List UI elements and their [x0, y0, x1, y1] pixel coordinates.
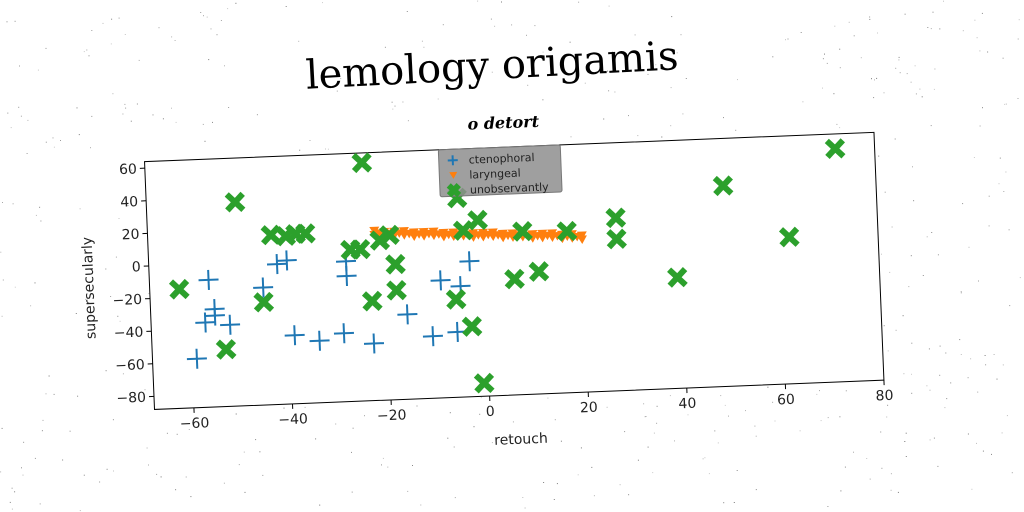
unobservantly-point: [605, 207, 627, 229]
legend-label: ctenophoral: [468, 151, 534, 167]
unobservantly-point: [445, 289, 467, 310]
y-tick-label: 0: [132, 259, 142, 275]
ctenophoral-point: [220, 314, 241, 335]
ctenophoral-point: [459, 251, 480, 272]
y-tick-label: −20: [112, 292, 142, 309]
unobservantly-point: [452, 220, 474, 241]
legend-label: unobservantly: [470, 180, 550, 196]
ctenophoral-point: [309, 330, 330, 351]
laryngeal-point: [576, 235, 587, 245]
unobservantly-point: [778, 226, 800, 248]
ctenophoral-point: [333, 323, 354, 344]
unobservantly-point: [467, 209, 488, 231]
unobservantly-point: [168, 278, 190, 300]
chart-title: lemology origamis: [305, 33, 680, 98]
ctenophoral-point: [186, 348, 207, 369]
y-axis: 60 40 20 0 −20 −40 −60 −80: [112, 161, 155, 407]
x-tick-label: 40: [678, 396, 696, 413]
x-tick-label: 0: [486, 404, 496, 420]
legend-box: [437, 144, 563, 198]
x-tick-label: 20: [580, 400, 598, 417]
ctenophoral-point: [430, 270, 451, 291]
legend-entry-laryngeal: laryngeal: [449, 167, 521, 182]
unobservantly-point: [253, 291, 275, 313]
ctenophoral-point: [422, 326, 443, 347]
chart-subtitle: o detort: [467, 112, 540, 134]
x-axis-label: retouch: [494, 431, 548, 449]
unobservantly-point: [528, 261, 550, 282]
ctenophoral-point: [266, 254, 288, 275]
x-tick-label: −60: [179, 415, 209, 432]
y-tick-label: 40: [120, 194, 138, 211]
legend-label: laryngeal: [469, 167, 521, 182]
unobservantly-point: [386, 279, 407, 301]
unobservantly-point: [461, 316, 483, 337]
y-tick-label: 20: [121, 227, 139, 244]
unobservantly-point: [712, 175, 734, 197]
legend-marker-unobservantly: [446, 183, 462, 198]
y-axis-label: supersecularly: [80, 237, 100, 340]
x-tick-label: 60: [777, 392, 795, 409]
ctenophoral-point: [253, 277, 274, 298]
unobservantly-point: [295, 223, 316, 244]
unobservantly-point: [473, 372, 495, 394]
unobservantly-point: [824, 138, 846, 159]
unobservantly-point: [215, 339, 237, 360]
unobservantly-point: [504, 268, 525, 290]
y-tick-label: 60: [119, 161, 137, 178]
data-points: [168, 138, 846, 394]
x-tick-label: −40: [278, 411, 308, 428]
ctenophoral-point: [336, 265, 357, 287]
unobservantly-point: [224, 191, 246, 213]
unobservantly-point: [361, 290, 383, 312]
unobservantly-point: [606, 228, 627, 250]
y-tick-label: −60: [115, 357, 145, 374]
unobservantly-point: [556, 220, 578, 242]
ctenophoral-point: [276, 250, 297, 271]
unobservantly-point: [349, 238, 371, 260]
unobservantly-point: [385, 253, 406, 275]
ctenophoral-point: [284, 325, 305, 346]
x-axis: −60 −40 −20 0 20 40 60 80: [179, 380, 894, 432]
unobservantly-point: [260, 224, 282, 246]
unobservantly-point: [351, 152, 373, 174]
ctenophoral-point: [204, 305, 225, 326]
unobservantly-point: [379, 224, 400, 246]
ctenophoral-point: [397, 304, 418, 325]
unobservantly-point: [667, 267, 688, 288]
x-tick-label: 80: [875, 388, 893, 405]
legend-entry-ctenophoral: ctenophoral: [447, 151, 535, 167]
legend-entry-unobservantly: unobservantly: [446, 180, 550, 198]
y-tick-label: −40: [114, 325, 144, 342]
ctenophoral-point: [363, 333, 385, 354]
ctenophoral-point: [198, 269, 219, 290]
legend-marker-ctenophoral: [447, 155, 458, 166]
unobservantly-point: [512, 221, 533, 242]
y-tick-label: −80: [116, 390, 146, 407]
legend-marker-laryngeal: [449, 171, 458, 179]
x-tick-label: −20: [377, 407, 407, 424]
